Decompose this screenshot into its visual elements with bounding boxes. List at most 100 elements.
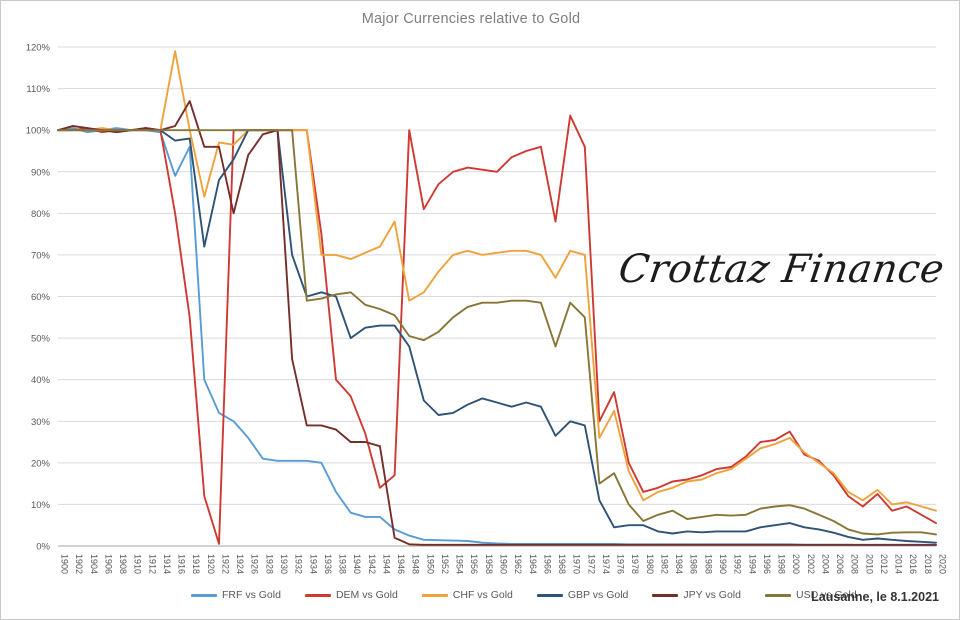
x-axis-tick-label: 1962: [513, 554, 523, 574]
x-axis-tick-label: 2004: [820, 554, 830, 574]
legend-item-gbp: GBP vs Gold: [536, 589, 629, 601]
x-axis-tick-label: 1926: [250, 554, 260, 574]
legend-item-jpy: JPY vs Gold: [652, 589, 741, 601]
x-axis-tick-label: 2012: [879, 554, 889, 574]
x-axis-tick-label: 1964: [528, 554, 538, 574]
series-line-chf: [57, 50, 937, 512]
legend-label: CHF vs Gold: [452, 589, 513, 601]
x-axis-tick-label: 1912: [147, 554, 157, 574]
y-axis-tick-label: 50%: [31, 334, 51, 345]
series-line-jpy: [57, 100, 937, 546]
x-axis-tick-label: 1984: [674, 554, 684, 574]
x-axis-tick-label: 1988: [703, 554, 713, 574]
series-line-gbp: [57, 129, 937, 544]
x-axis-tick-label: 1958: [484, 554, 494, 574]
y-axis-tick-label: 60%: [31, 292, 51, 303]
y-axis-tick-label: 0%: [36, 542, 50, 553]
watermark: Crottaz Finance: [615, 247, 948, 292]
x-axis-tick-label: 1942: [367, 554, 377, 574]
x-axis-tick-label: 1996: [762, 554, 772, 574]
x-axis-tick-label: 1952: [440, 554, 450, 574]
x-axis-tick-label: 2016: [908, 554, 918, 574]
x-axis-tick-label: 1920: [206, 554, 216, 574]
x-axis-tick-label: 1974: [601, 554, 611, 574]
x-axis-tick-label: 1954: [455, 554, 465, 574]
legend-label: USD vs Gold: [795, 589, 857, 601]
x-axis-tick-label: 1972: [586, 554, 596, 574]
x-axis-tick-label: 1902: [74, 554, 84, 574]
x-axis-tick-label: 1930: [279, 554, 289, 574]
x-axis-tick-label: 1948: [411, 554, 421, 574]
y-axis-tick-label: 120%: [26, 43, 51, 54]
legend-item-usd: USD vs Gold: [764, 589, 857, 601]
footer-note: Lausanne, le 8.1.2021: [811, 590, 939, 604]
x-axis-tick-label: 2008: [850, 554, 860, 574]
x-axis-tick-label: 2000: [791, 554, 801, 574]
y-axis-tick-label: 80%: [31, 209, 51, 220]
x-axis-tick-label: 1904: [89, 554, 99, 574]
x-axis-tick-label: 1968: [557, 554, 567, 574]
x-axis-tick-label: 2002: [806, 554, 816, 574]
x-axis-tick-label: 1994: [747, 554, 757, 574]
legend-swatch: [421, 593, 448, 597]
x-axis-tick-label: 1940: [352, 554, 362, 574]
legend-swatch: [304, 593, 331, 597]
x-axis-tick-label: 1914: [162, 554, 172, 574]
y-axis-tick-label: 30%: [31, 417, 51, 428]
x-axis-tick-label: 1910: [133, 554, 143, 574]
legend-label: FRF vs Gold: [222, 589, 281, 601]
y-axis-tick-label: 100%: [26, 126, 51, 137]
chart-title: Major Currencies relative to Gold: [361, 11, 581, 27]
series-line-frf: [57, 127, 937, 547]
x-axis-tick-label: 1934: [308, 554, 318, 574]
legend-swatch: [652, 593, 679, 597]
legend-swatch: [764, 593, 791, 597]
x-axis-tick-label: 1956: [469, 554, 479, 574]
x-axis-tick-label: 1918: [191, 554, 201, 574]
x-axis-tick-label: 1938: [338, 554, 348, 574]
x-axis-tick-label: 2018: [923, 554, 933, 574]
x-axis-tick-label: 1960: [499, 554, 509, 574]
x-axis-tick-label: 1936: [323, 554, 333, 574]
x-axis-tick-label: 1980: [645, 554, 655, 574]
x-axis-tick-label: 1908: [118, 554, 128, 574]
legend-item-dem: DEM vs Gold: [304, 589, 398, 601]
x-axis-tick-label: 1906: [103, 554, 113, 574]
x-axis-tick-label: 1978: [630, 554, 640, 574]
x-axis-tick-label: 1950: [425, 554, 435, 574]
legend-label: JPY vs Gold: [683, 589, 741, 601]
x-axis-tick-label: 1916: [177, 554, 187, 574]
x-axis-tick-label: 1986: [689, 554, 699, 574]
x-axis-tick-label: 1976: [616, 554, 626, 574]
x-axis-tick-label: 1928: [264, 554, 274, 574]
x-axis-tick-label: 1922: [220, 554, 230, 574]
series-line-dem: [57, 114, 937, 545]
x-axis-tick-label: 2006: [835, 554, 845, 574]
legend-label: DEM vs Gold: [335, 589, 398, 601]
x-axis-tick-label: 1982: [659, 554, 669, 574]
x-axis-tick-label: 1966: [542, 554, 552, 574]
legend-swatch: [536, 593, 563, 597]
legend-swatch: [191, 593, 217, 597]
y-axis-tick-label: 10%: [31, 500, 51, 511]
x-axis-tick-label: 1946: [396, 554, 406, 574]
y-axis-tick-label: 70%: [31, 250, 51, 261]
x-axis-tick-label: 1924: [235, 554, 245, 574]
series-line-usd: [57, 129, 937, 536]
x-axis-tick-label: 2014: [894, 554, 904, 574]
x-axis-tick-label: 1992: [733, 554, 743, 574]
x-axis-tick-label: 1990: [718, 554, 728, 574]
legend-item-chf: CHF vs Gold: [421, 589, 513, 601]
y-axis-tick-label: 40%: [31, 375, 51, 386]
x-axis-tick-label: 1932: [294, 554, 304, 574]
legend-item-frf: FRF vs Gold: [191, 589, 281, 601]
x-axis-tick-label: 1970: [572, 554, 582, 574]
y-axis-tick-label: 90%: [31, 167, 51, 178]
x-axis-tick-label: 2020: [938, 554, 948, 574]
legend-label: GBP vs Gold: [567, 589, 629, 601]
x-axis-tick-label: 1900: [60, 554, 70, 574]
y-axis-tick-label: 20%: [31, 458, 51, 469]
y-axis-tick-label: 110%: [26, 84, 50, 95]
